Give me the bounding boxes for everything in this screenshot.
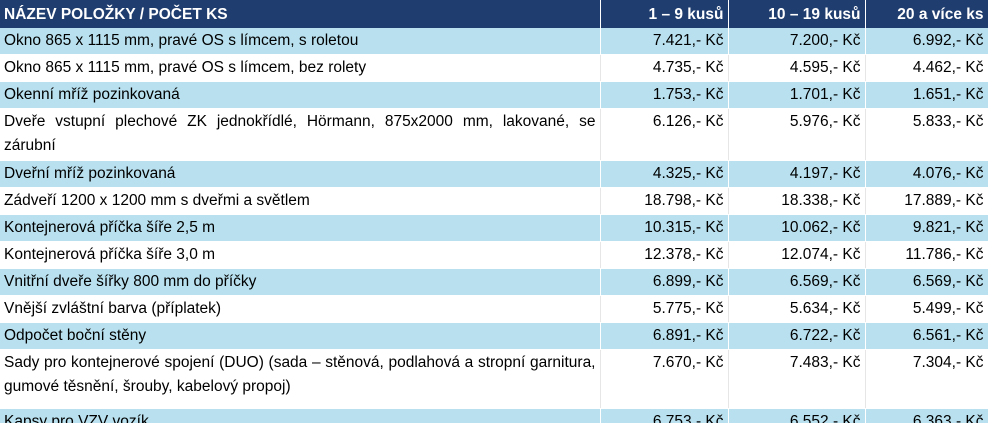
price-cell: 6.569,- Kč: [728, 268, 866, 296]
table-row: Vnější zvláštní barva (příplatek) 5.775,-…: [0, 295, 988, 323]
header-cell: 20 a více ks: [865, 0, 988, 28]
item-name: Dveře vstupní plechové ZK jednokřídlé, H…: [0, 108, 601, 161]
price-cell: 11.786,- Kč: [865, 241, 988, 269]
item-name: Kontejnerová příčka šíře 2,5 m: [0, 214, 601, 242]
price-cell: 7.483,- Kč: [728, 349, 866, 409]
price-cell: 6.992,- Kč: [865, 28, 988, 55]
price-cell: 7.304,- Kč: [865, 349, 988, 409]
item-name: Kontejnerová příčka šíře 3,0 m: [0, 241, 601, 269]
item-name: Vnitřní dveře šířky 800 mm do příčky: [0, 268, 601, 296]
price-cell: 5.499,- Kč: [865, 295, 988, 323]
header-cell: NÁZEV POLOŽKY / POČET KS: [0, 0, 601, 28]
price-cell: 5.976,- Kč: [728, 108, 866, 161]
table-row: Okno 865 x 1115 mm, pravé OS s límcem, s…: [0, 28, 988, 55]
price-cell: 7.670,- Kč: [600, 349, 729, 409]
table-row: Kapsy pro VZV vozík 6.753,- Kč 6.552,- Kč 6…: [0, 408, 988, 423]
price-cell: 1.701,- Kč: [728, 81, 866, 109]
price-cell: 4.325,- Kč: [600, 160, 729, 188]
price-cell: 7.200,- Kč: [728, 28, 866, 55]
header-cell: 10 – 19 kusů: [728, 0, 866, 28]
price-cell: 4.197,- Kč: [728, 160, 866, 188]
price-cell: 6.891,- Kč: [600, 322, 729, 350]
header-cell: 1 – 9 kusů: [600, 0, 729, 28]
table-row: Odpočet boční stěny 6.891,- Kč 6.722,- Kč 6…: [0, 322, 988, 350]
price-cell: 6.561,- Kč: [865, 322, 988, 350]
price-cell: 10.315,- Kč: [600, 214, 729, 242]
table-row: Kontejnerová příčka šíře 2,5 m 10.315,- K…: [0, 214, 988, 242]
table-body: Okno 865 x 1115 mm, pravé OS s límcem, s…: [0, 28, 988, 423]
price-cell: 9.821,- Kč: [865, 214, 988, 242]
item-name: Dveřní mříž pozinkovaná: [0, 160, 601, 188]
price-cell: 6.363,- Kč: [865, 408, 988, 423]
table-row: Vnitřní dveře šířky 800 mm do příčky 6.89…: [0, 268, 988, 296]
price-cell: 6.722,- Kč: [728, 322, 866, 350]
price-cell: 5.634,- Kč: [728, 295, 866, 323]
price-cell: 1.753,- Kč: [600, 81, 729, 109]
price-cell: 7.421,- Kč: [600, 28, 729, 55]
price-cell: 6.753,- Kč: [600, 408, 729, 423]
price-cell: 6.899,- Kč: [600, 268, 729, 296]
item-name: Kapsy pro VZV vozík: [0, 408, 601, 423]
price-cell: 4.462,- Kč: [865, 54, 988, 82]
table-row: Dveřní mříž pozinkovaná 4.325,- Kč 4.197,-…: [0, 160, 988, 188]
price-cell: 6.569,- Kč: [865, 268, 988, 296]
header-row: NÁZEV POLOŽKY / POČET KS 1 – 9 kusů 10 – 1…: [0, 0, 988, 28]
table-row: Kontejnerová příčka šíře 3,0 m 12.378,- K…: [0, 241, 988, 269]
price-cell: 5.775,- Kč: [600, 295, 729, 323]
item-name: Zádveří 1200 x 1200 mm s dveřmi a světle…: [0, 187, 601, 215]
price-cell: 12.378,- Kč: [600, 241, 729, 269]
item-name: Okno 865 x 1115 mm, pravé OS s límcem, s…: [0, 28, 601, 55]
item-name: Vnější zvláštní barva (příplatek): [0, 295, 601, 323]
item-name: Sady pro kontejnerové spojení (DUO) (sad…: [0, 349, 601, 409]
table-row: Zádveří 1200 x 1200 mm s dveřmi a světle…: [0, 187, 988, 215]
item-name: Okno 865 x 1115 mm, pravé OS s límcem, b…: [0, 54, 601, 82]
table-row: Okenní mříž pozinkovaná 1.753,- Kč 1.701,-…: [0, 81, 988, 109]
table-row: Okno 865 x 1115 mm, pravé OS s límcem, b…: [0, 54, 988, 82]
price-cell: 1.651,- Kč: [865, 81, 988, 109]
price-cell: 18.798,- Kč: [600, 187, 729, 215]
price-cell: 4.595,- Kč: [728, 54, 866, 82]
price-cell: 18.338,- Kč: [728, 187, 866, 215]
price-cell: 4.076,- Kč: [865, 160, 988, 188]
table-row: Sady pro kontejnerové spojení (DUO) (sad…: [0, 349, 988, 409]
price-cell: 6.552,- Kč: [728, 408, 866, 423]
price-cell: 5.833,- Kč: [865, 108, 988, 161]
item-name: Odpočet boční stěny: [0, 322, 601, 350]
price-cell: 6.126,- Kč: [600, 108, 729, 161]
price-cell: 12.074,- Kč: [728, 241, 866, 269]
item-name: Okenní mříž pozinkovaná: [0, 81, 601, 109]
price-cell: 4.735,- Kč: [600, 54, 729, 82]
price-cell: 10.062,- Kč: [728, 214, 866, 242]
table-row: Dveře vstupní plechové ZK jednokřídlé, H…: [0, 108, 988, 161]
price-cell: 17.889,- Kč: [865, 187, 988, 215]
